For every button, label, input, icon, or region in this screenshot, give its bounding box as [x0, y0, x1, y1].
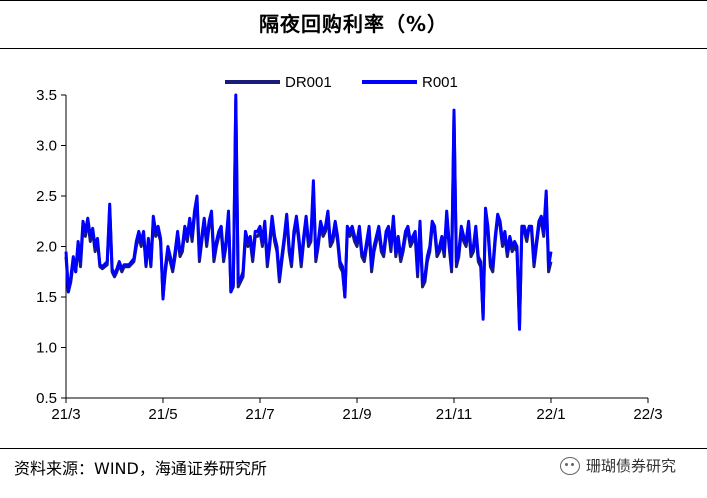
title-bottom-rule — [0, 48, 707, 49]
x-tick-label: 21/11 — [436, 406, 472, 423]
x-tick-label: 21/7 — [245, 406, 274, 423]
y-tick-label: 2.5 — [36, 188, 57, 205]
title-top-rule — [0, 0, 707, 1]
series-line-r001 — [64, 93, 553, 331]
x-tick-label: 22/3 — [633, 406, 662, 423]
x-tick-label: 21/5 — [148, 406, 177, 423]
y-tick-label: 1.0 — [36, 340, 57, 357]
y-tick-label: 0.5 — [36, 390, 57, 407]
y-tick-label: 1.5 — [36, 289, 57, 306]
y-tick-label: 2.0 — [36, 239, 57, 256]
wechat-icon — [560, 456, 580, 475]
chart-title: 隔夜回购利率（%） — [258, 12, 449, 36]
source-note: 资料来源：WIND，海通证券研究所 — [14, 459, 267, 478]
y-tick-label: 3.0 — [36, 138, 57, 155]
line-chart: 0.5 1.0 1.5 2.0 2.5 3.0 3.5 21/3 21/5 21/7 21/9 21/… — [36, 74, 662, 423]
x-tick-label: 21/9 — [342, 406, 371, 423]
series-line-dr001 — [64, 98, 553, 329]
x-tick-label: 21/3 — [51, 406, 80, 423]
watermark: 珊瑚债券研究 — [560, 455, 676, 476]
watermark-text: 珊瑚债券研究 — [586, 457, 677, 475]
legend-label-r001: R001 — [422, 74, 458, 91]
source-top-rule — [0, 448, 707, 449]
y-tick-label: 3.5 — [36, 87, 57, 104]
legend-label-dr001: DR001 — [285, 74, 332, 91]
x-tick-label: 22/1 — [536, 406, 565, 423]
